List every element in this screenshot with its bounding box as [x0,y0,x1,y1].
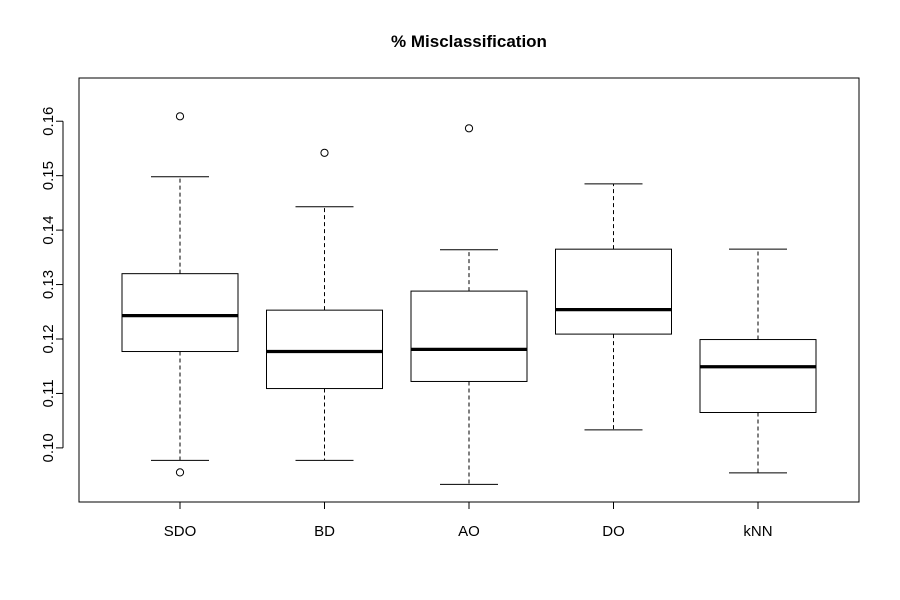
y-tick-label: 0.14 [40,216,57,245]
y-tick-label: 0.10 [40,433,57,462]
y-tick-label: 0.12 [40,324,57,353]
y-tick-label: 0.16 [40,107,57,136]
y-axis: 0.10 0.11 0.12 0.13 0.14 0.15 0.16 [40,107,64,462]
iqr-box [699,339,817,413]
y-tick-label: 0.11 [40,379,57,407]
outlier-point [320,148,329,157]
iqr-box [410,290,528,382]
chart-title: % Misclassification [391,32,547,51]
x-tick-label: kNN [743,523,772,540]
box-ao [410,124,528,485]
y-tick-label: 0.13 [40,270,57,299]
outlier-point [464,124,474,133]
iqr-box [121,273,239,353]
box-sdo [121,112,239,477]
x-tick-label: SDO [164,523,197,540]
y-tick-label: 0.15 [40,161,57,190]
outlier-point [175,112,185,121]
box-do [555,183,672,431]
x-tick-label: AO [458,523,480,540]
x-axis: SDO BD AO DO kNN [164,501,773,540]
box-bd [266,148,383,461]
x-tick-label: DO [602,523,625,540]
iqr-box [555,248,672,335]
x-tick-label: BD [314,523,335,540]
box-knn [699,248,817,474]
outlier-point [175,468,185,477]
boxes-group [121,112,817,485]
iqr-box [266,309,383,390]
